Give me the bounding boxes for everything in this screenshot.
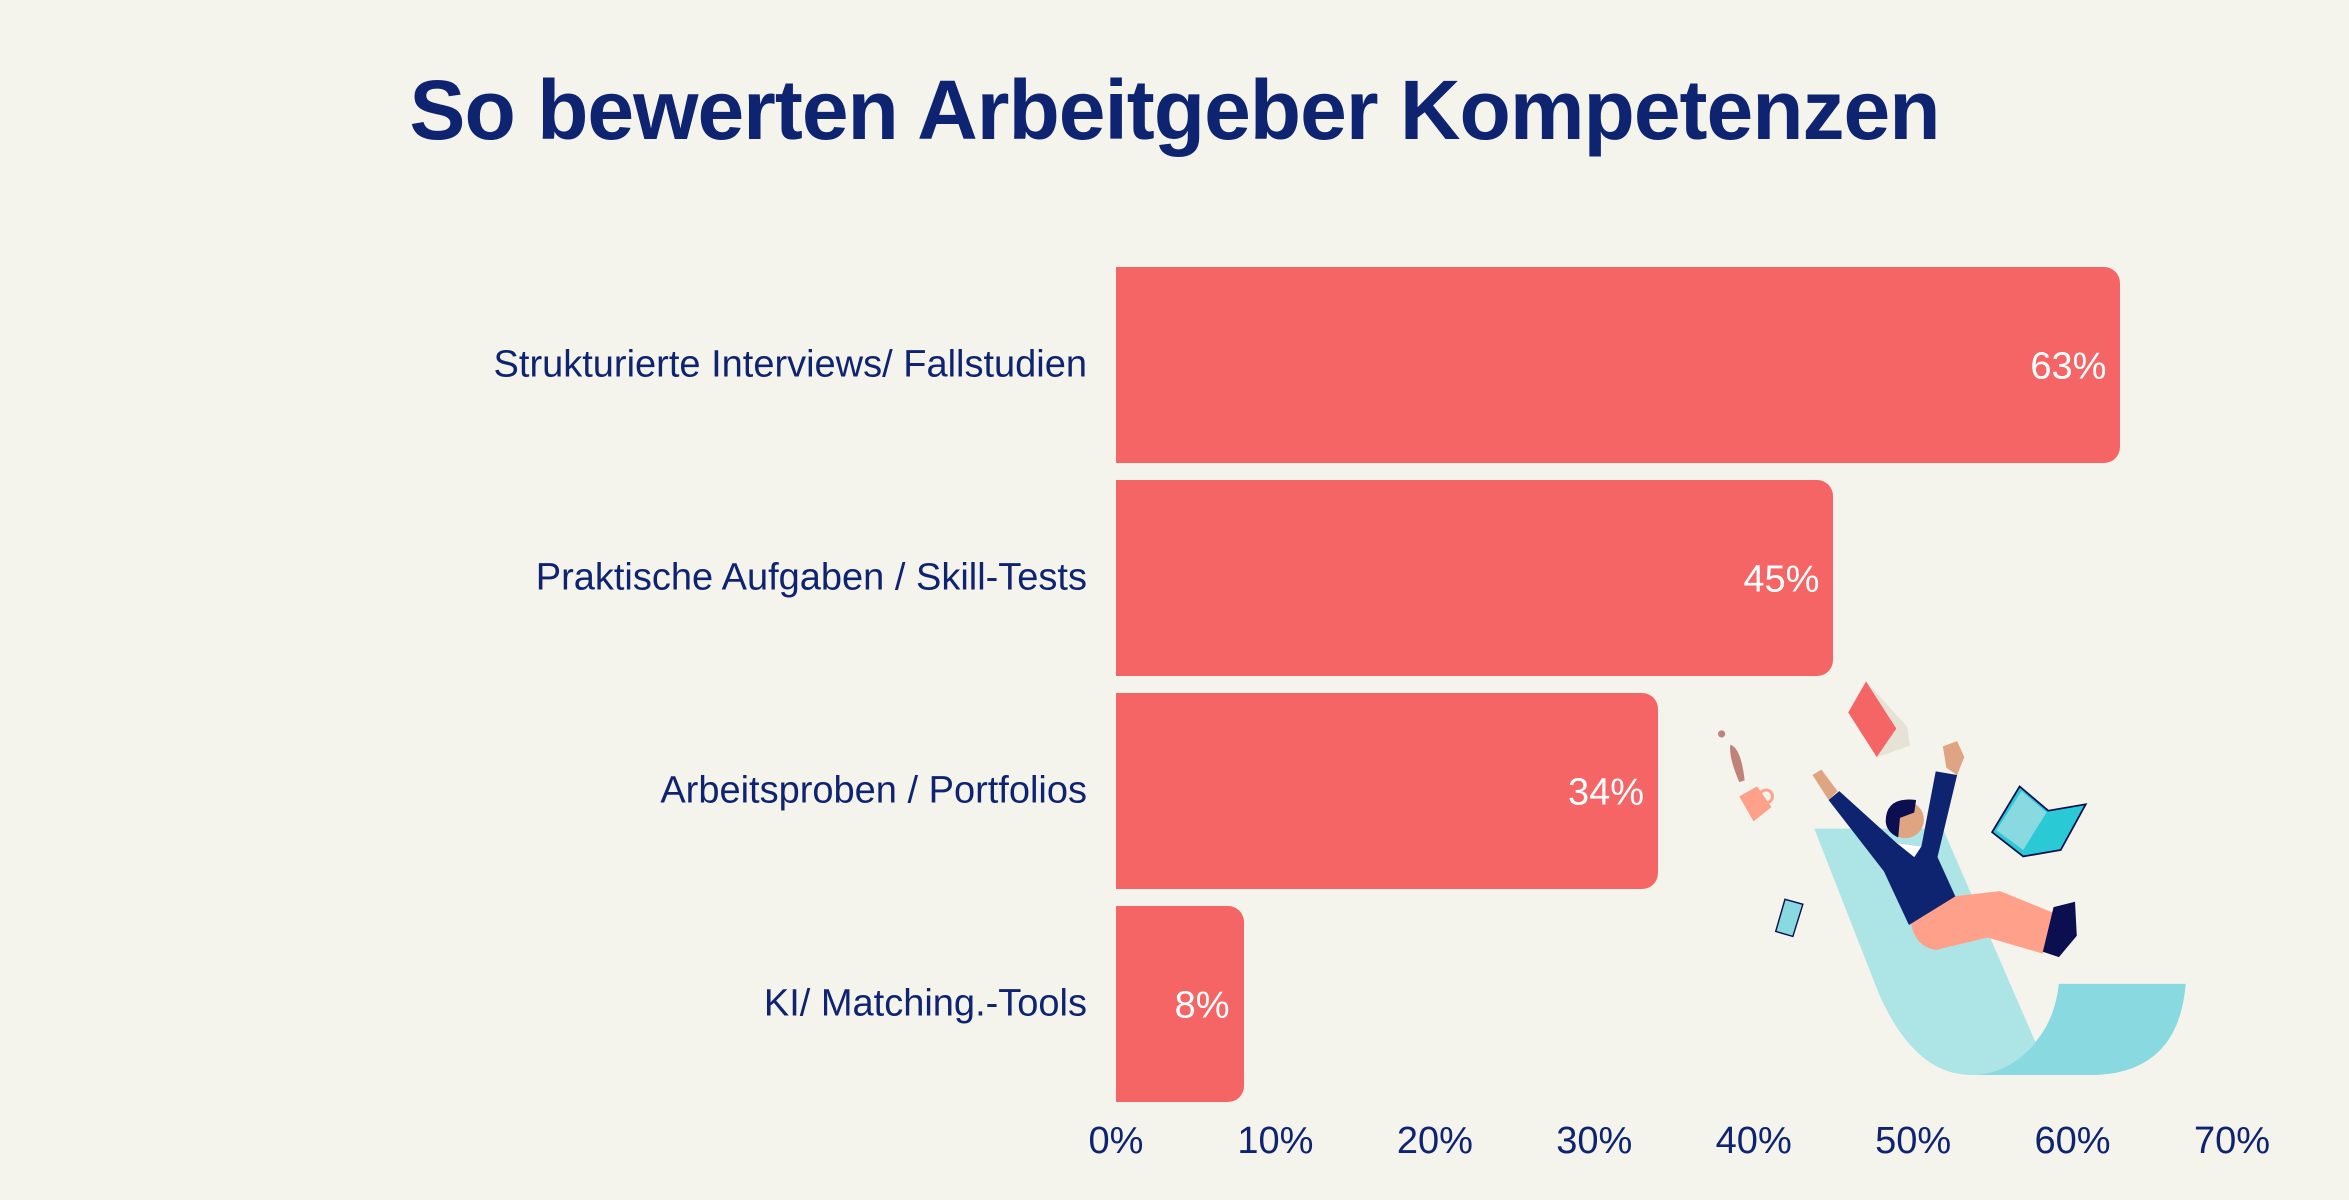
x-tick-label: 20% xyxy=(1396,1120,1473,1162)
falling-person-illustration xyxy=(1718,681,2186,1075)
value-label: 63% xyxy=(2030,345,2107,388)
x-tick-label: 50% xyxy=(1875,1120,1952,1162)
book xyxy=(1848,681,1897,758)
x-tick-label: 10% xyxy=(1237,1120,1314,1162)
value-label: 34% xyxy=(1567,771,1645,814)
category-label: Arbeitsproben / Portfolios xyxy=(660,769,1087,812)
category-label: Praktische Aufgaben / Skill-Tests xyxy=(535,556,1087,599)
x-tick-label: 30% xyxy=(1556,1120,1633,1162)
x-tick-label: 70% xyxy=(2193,1120,2271,1162)
legs xyxy=(1910,891,2056,954)
mug xyxy=(1739,786,1772,822)
category-label: Strukturierte Interviews/ Fallstudien xyxy=(493,343,1087,386)
bar xyxy=(1116,906,1244,1102)
bar xyxy=(1116,693,1659,889)
chart-title: So bewerten Arbeitgeber Kompetenzen xyxy=(409,63,1940,157)
torso xyxy=(1828,771,1958,925)
bar xyxy=(1116,267,2121,463)
x-tick-label: 60% xyxy=(2034,1120,2111,1162)
phone xyxy=(1774,898,1804,938)
category-label: KI/ Matching.-Tools xyxy=(763,982,1087,1025)
slide-light xyxy=(1814,828,2036,1075)
x-tick-label: 40% xyxy=(1715,1120,1792,1162)
x-tick-label: 0% xyxy=(1088,1120,1144,1162)
value-label: 45% xyxy=(1743,558,1820,601)
value-label: 8% xyxy=(1174,984,1230,1027)
bar xyxy=(1116,480,1834,676)
